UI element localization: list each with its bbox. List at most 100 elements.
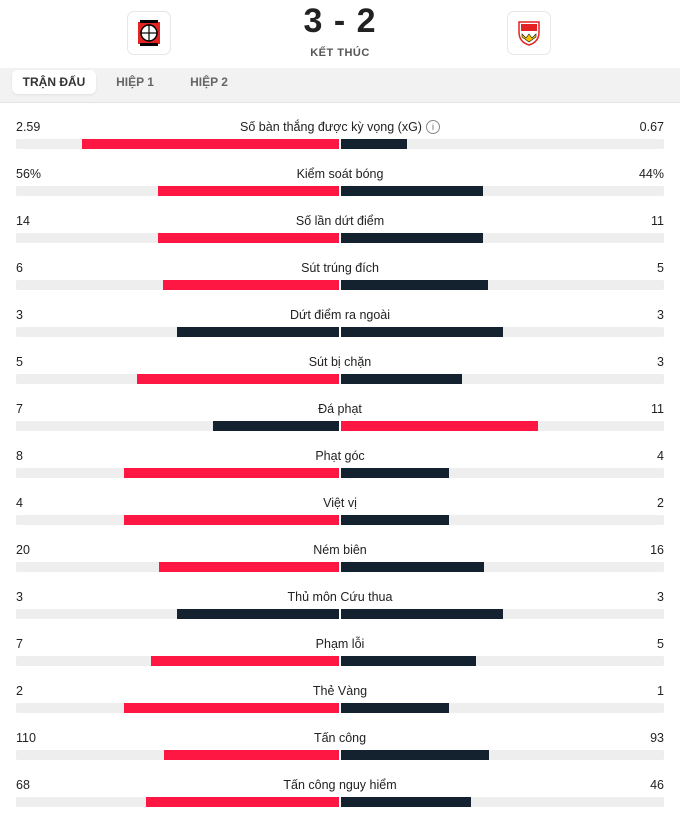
home-stat-track xyxy=(16,421,339,431)
away-stat-track xyxy=(341,280,664,290)
home-stat-track xyxy=(16,515,339,525)
home-stat-bar xyxy=(159,562,339,572)
away-stat-bar xyxy=(341,515,449,525)
match-status: KẾT THÚC xyxy=(310,47,370,59)
stat-row: 68 Tấn công nguy hiểm 46 xyxy=(0,774,680,814)
away-stat-track xyxy=(341,233,664,243)
stat-label-text: Thủ môn Cứu thua xyxy=(287,590,393,604)
stat-label: Số lần dứt điểm xyxy=(160,214,520,228)
stat-label-text: Sút bị chặn xyxy=(308,355,372,369)
home-team-logo[interactable] xyxy=(128,12,170,54)
stat-label-text: Thẻ Vàng xyxy=(312,684,368,698)
away-stat-value: 11 xyxy=(651,214,664,228)
stat-label-text: Kiểm soát bóng xyxy=(296,167,384,181)
home-stat-track xyxy=(16,327,339,337)
away-stat-value: 5 xyxy=(657,637,664,651)
away-stat-value: 3 xyxy=(657,590,664,604)
home-stat-track xyxy=(16,656,339,666)
home-stat-value: 3 xyxy=(16,590,23,604)
stat-label: Ném biên xyxy=(160,543,520,557)
home-stat-bar xyxy=(164,750,339,760)
away-stat-bar xyxy=(341,468,449,478)
stat-row: 6 Sút trúng đích 5 xyxy=(0,257,680,297)
home-stat-bar xyxy=(124,703,339,713)
away-stat-value: 3 xyxy=(657,308,664,322)
home-stat-value: 5 xyxy=(16,355,23,369)
stat-label: Phạm lỗi xyxy=(160,637,520,651)
tab-second-half[interactable]: HIỆP 2 xyxy=(190,75,228,89)
home-stat-value: 8 xyxy=(16,449,23,463)
match-score: 3 - 2 xyxy=(303,2,377,40)
away-stat-value: 93 xyxy=(650,731,664,745)
home-stat-bar xyxy=(82,139,339,149)
away-stat-bar xyxy=(341,797,471,807)
stat-label-text: Đá phạt xyxy=(318,402,362,416)
away-stat-track xyxy=(341,139,664,149)
home-stat-value: 20 xyxy=(16,543,30,557)
away-stat-track xyxy=(341,421,664,431)
home-stat-bar xyxy=(146,797,339,807)
stat-row: 3 Dứt điểm ra ngoài 3 xyxy=(0,304,680,344)
stat-label-text: Phạt góc xyxy=(315,449,365,463)
away-stat-track xyxy=(341,468,664,478)
stat-label-text: Ném biên xyxy=(313,543,367,557)
away-stat-bar xyxy=(341,327,503,337)
away-stat-track xyxy=(341,562,664,572)
tab-match[interactable]: TRẬN ĐẤU xyxy=(12,70,96,94)
stat-label-text: Phạm lỗi xyxy=(315,637,365,651)
away-stat-value: 3 xyxy=(657,355,664,369)
stat-row: 20 Ném biên 16 xyxy=(0,539,680,579)
home-stat-bar xyxy=(151,656,339,666)
stat-row: 14 Số lần dứt điểm 11 xyxy=(0,210,680,250)
stat-row: 7 Phạm lỗi 5 xyxy=(0,633,680,673)
stat-label-text: Sút trúng đích xyxy=(301,261,379,275)
away-stat-value: 4 xyxy=(657,449,664,463)
away-stat-bar xyxy=(341,233,483,243)
home-stat-value: 3 xyxy=(16,308,23,322)
stat-row: 56% Kiểm soát bóng 44% xyxy=(0,163,680,203)
info-icon[interactable]: i xyxy=(425,120,440,134)
away-stat-track xyxy=(341,797,664,807)
stat-label: Số bàn thắng được kỳ vọng (xG) i xyxy=(160,120,520,134)
vfb-stuttgart-crest-icon xyxy=(518,21,540,46)
stat-label: Việt vị xyxy=(160,496,520,510)
stat-label-text: Số lần dứt điểm xyxy=(295,214,385,228)
stat-row: 2 Thẻ Vàng 1 xyxy=(0,680,680,720)
home-stat-bar xyxy=(158,233,339,243)
away-stat-value: 1 xyxy=(657,684,664,698)
match-header: 3 - 2 KẾT THÚC xyxy=(0,0,680,68)
home-stat-value: 2 xyxy=(16,684,23,698)
away-stat-track xyxy=(341,656,664,666)
stat-row: 8 Phạt góc 4 xyxy=(0,445,680,485)
home-stat-value: 7 xyxy=(16,637,23,651)
home-stat-value: 2.59 xyxy=(16,120,41,134)
home-stat-track xyxy=(16,609,339,619)
away-stat-bar xyxy=(341,139,407,149)
away-team-logo[interactable] xyxy=(508,12,550,54)
away-stat-bar xyxy=(341,656,476,666)
home-stat-bar xyxy=(177,609,339,619)
home-stat-bar xyxy=(213,421,339,431)
away-stat-track xyxy=(341,515,664,525)
home-stat-value: 110 xyxy=(16,731,36,745)
stat-label: Thủ môn Cứu thua xyxy=(160,590,520,604)
home-stat-value: 7 xyxy=(16,402,23,416)
away-stat-value: 11 xyxy=(651,402,664,416)
tab-first-half[interactable]: HIỆP 1 xyxy=(116,75,154,89)
stat-row: 5 Sút bị chặn 3 xyxy=(0,351,680,391)
home-stat-bar xyxy=(137,374,339,384)
away-stat-value: 46 xyxy=(650,778,664,792)
home-stat-track xyxy=(16,139,339,149)
away-stat-track xyxy=(341,186,664,196)
away-stat-bar xyxy=(341,562,484,572)
home-stat-track xyxy=(16,374,339,384)
away-stat-bar xyxy=(341,421,538,431)
stat-label-text: Số bàn thắng được kỳ vọng (xG) xyxy=(240,120,422,134)
away-stat-track xyxy=(341,750,664,760)
away-stat-track xyxy=(341,374,664,384)
stat-label-text: Dứt điểm ra ngoài xyxy=(289,308,391,322)
away-stat-track xyxy=(341,609,664,619)
away-stat-track xyxy=(341,703,664,713)
home-stat-bar xyxy=(158,186,339,196)
period-tabs: TRẬN ĐẤU HIỆP 1 HIỆP 2 xyxy=(0,68,680,103)
